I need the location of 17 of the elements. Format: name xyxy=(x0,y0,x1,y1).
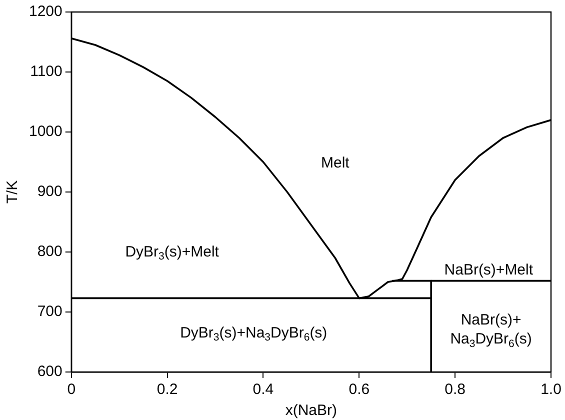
annotation: NaBr(s)+Melt xyxy=(444,261,534,278)
x-axis-title: x(NaBr) xyxy=(285,402,338,420)
y-tick-label: 900 xyxy=(37,183,62,200)
annotation: Melt xyxy=(320,154,350,172)
y-tick-label: 800 xyxy=(37,243,62,260)
x-tick-label: 0.6 xyxy=(348,381,370,398)
y-tick-label: 600 xyxy=(37,363,62,380)
x-tick-label: 0 xyxy=(67,381,76,398)
x-tick-label: 0.2 xyxy=(156,381,178,398)
y-tick-label: 1200 xyxy=(28,3,62,20)
y-tick-label: 1100 xyxy=(30,63,62,80)
y-axis-title: T/K xyxy=(4,180,22,204)
y-tick-label: 700 xyxy=(37,303,62,320)
y-tick-label: 1000 xyxy=(28,123,62,140)
x-tick-label: 0.4 xyxy=(252,381,274,398)
x-tick-label: 1.0 xyxy=(540,381,562,398)
x-tick-label: 0.8 xyxy=(444,381,466,398)
